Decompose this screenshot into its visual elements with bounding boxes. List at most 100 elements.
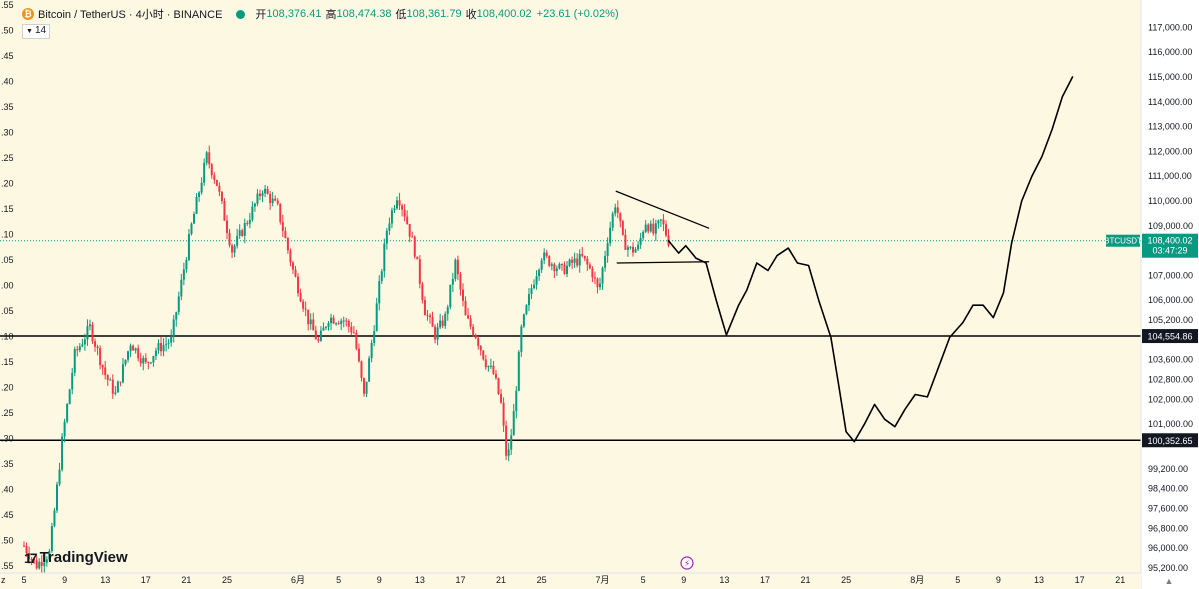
candle-down bbox=[216, 180, 218, 186]
candle-up bbox=[178, 296, 180, 312]
candle-down bbox=[300, 293, 302, 301]
candle-up bbox=[449, 285, 451, 307]
price-tick-label: 102,800.00 bbox=[1148, 375, 1193, 385]
candle-up bbox=[190, 224, 192, 234]
candle-up bbox=[84, 339, 86, 344]
chart-stage: .55.50.45.40.35.30.25.20.15.10.05.00.05.… bbox=[0, 0, 1199, 589]
candle-down bbox=[563, 265, 565, 274]
left-scale-label: .35 bbox=[1, 102, 14, 112]
candle-up bbox=[53, 510, 55, 526]
candle-up bbox=[272, 199, 274, 203]
candle-up bbox=[135, 348, 137, 350]
candle-up bbox=[142, 358, 144, 363]
candle-down bbox=[282, 222, 284, 231]
candle-up bbox=[71, 373, 73, 390]
candle-down bbox=[277, 201, 279, 204]
left-scale-label: .25 bbox=[1, 408, 14, 418]
candle-up bbox=[531, 288, 533, 294]
indicator-toggle[interactable]: ▼ 14 bbox=[22, 24, 50, 39]
lightning-icon: ⚡ bbox=[684, 560, 690, 570]
projected-path bbox=[669, 77, 1073, 442]
candle-down bbox=[480, 346, 482, 351]
candle-up bbox=[536, 276, 538, 285]
tradingview-logo: 17 TradingView bbox=[24, 549, 128, 566]
candle-up bbox=[371, 343, 373, 358]
candle-down bbox=[292, 262, 294, 269]
candle-down bbox=[94, 341, 96, 346]
candle-down bbox=[221, 192, 223, 201]
open-label: 开 bbox=[255, 6, 266, 22]
candle-up bbox=[201, 183, 203, 193]
candle-down bbox=[223, 201, 225, 221]
candle-down bbox=[132, 346, 134, 351]
candle-up bbox=[454, 260, 456, 279]
tradingview-icon: 17 bbox=[24, 550, 36, 566]
candle-down bbox=[104, 367, 106, 375]
candle-up bbox=[330, 318, 332, 323]
candle-down bbox=[581, 254, 583, 256]
candle-up bbox=[515, 391, 517, 411]
candle-up bbox=[264, 189, 266, 193]
candle-up bbox=[249, 220, 251, 224]
candle-up bbox=[163, 345, 165, 351]
candle-down bbox=[622, 221, 624, 235]
candle-up bbox=[396, 200, 398, 208]
price-tick-label: 116,000.00 bbox=[1148, 47, 1192, 57]
candle-down bbox=[406, 217, 408, 224]
candle-down bbox=[647, 225, 649, 232]
candle-down bbox=[145, 358, 147, 362]
candle-up bbox=[533, 285, 535, 288]
candle-down bbox=[338, 323, 340, 324]
candle-down bbox=[246, 223, 248, 224]
candle-down bbox=[315, 330, 317, 339]
candle-down bbox=[594, 277, 596, 278]
candle-up bbox=[117, 382, 119, 393]
left-scale-label: .30 bbox=[1, 434, 14, 444]
open-value: 108,376.41 bbox=[266, 8, 321, 20]
candle-down bbox=[358, 349, 360, 362]
candle-down bbox=[302, 301, 304, 308]
candle-up bbox=[368, 358, 370, 381]
candle-up bbox=[109, 380, 111, 381]
candle-down bbox=[208, 152, 210, 164]
candle-down bbox=[591, 268, 593, 277]
candle-down bbox=[360, 361, 362, 378]
candle-up bbox=[64, 422, 66, 437]
symbol-title[interactable]: Bitcoin / TetherUS · 4小时 · BINANCE bbox=[38, 6, 222, 22]
candle-up bbox=[612, 213, 614, 227]
bar-countdown-label: 03:47:29 bbox=[1152, 246, 1187, 256]
time-tick-label: 7月 bbox=[596, 575, 610, 585]
price-chart[interactable]: .55.50.45.40.35.30.25.20.15.10.05.00.05.… bbox=[0, 0, 1199, 589]
candle-up bbox=[155, 351, 157, 356]
candle-down bbox=[467, 315, 469, 318]
left-scale-label: .30 bbox=[1, 128, 14, 138]
candle-down bbox=[401, 205, 403, 209]
price-tick-label: 98,400.00 bbox=[1148, 484, 1188, 494]
candle-up bbox=[383, 244, 385, 271]
candle-up bbox=[391, 210, 393, 223]
candle-down bbox=[259, 194, 261, 196]
candle-up bbox=[579, 254, 581, 266]
candle-down bbox=[289, 250, 291, 262]
candle-up bbox=[239, 230, 241, 236]
price-tick-label: 110,000.00 bbox=[1148, 196, 1192, 206]
candle-up bbox=[378, 281, 380, 303]
candle-down bbox=[295, 270, 297, 277]
candle-down bbox=[287, 238, 289, 250]
candle-down bbox=[619, 213, 621, 221]
left-scale-label: .25 bbox=[1, 153, 14, 163]
candle-down bbox=[546, 252, 548, 256]
candle-down bbox=[213, 175, 215, 180]
candle-down bbox=[353, 332, 355, 333]
candle-up bbox=[173, 320, 175, 337]
candle-down bbox=[459, 274, 461, 289]
left-scale-label: .45 bbox=[1, 510, 14, 520]
candle-down bbox=[419, 259, 421, 283]
candle-up bbox=[310, 320, 312, 325]
candle-down bbox=[218, 186, 220, 192]
time-tick-label: 21 bbox=[181, 575, 191, 585]
candle-up bbox=[152, 356, 154, 362]
candle-up bbox=[51, 526, 53, 551]
candle-up bbox=[175, 312, 177, 319]
left-scale-label: .20 bbox=[1, 383, 14, 393]
